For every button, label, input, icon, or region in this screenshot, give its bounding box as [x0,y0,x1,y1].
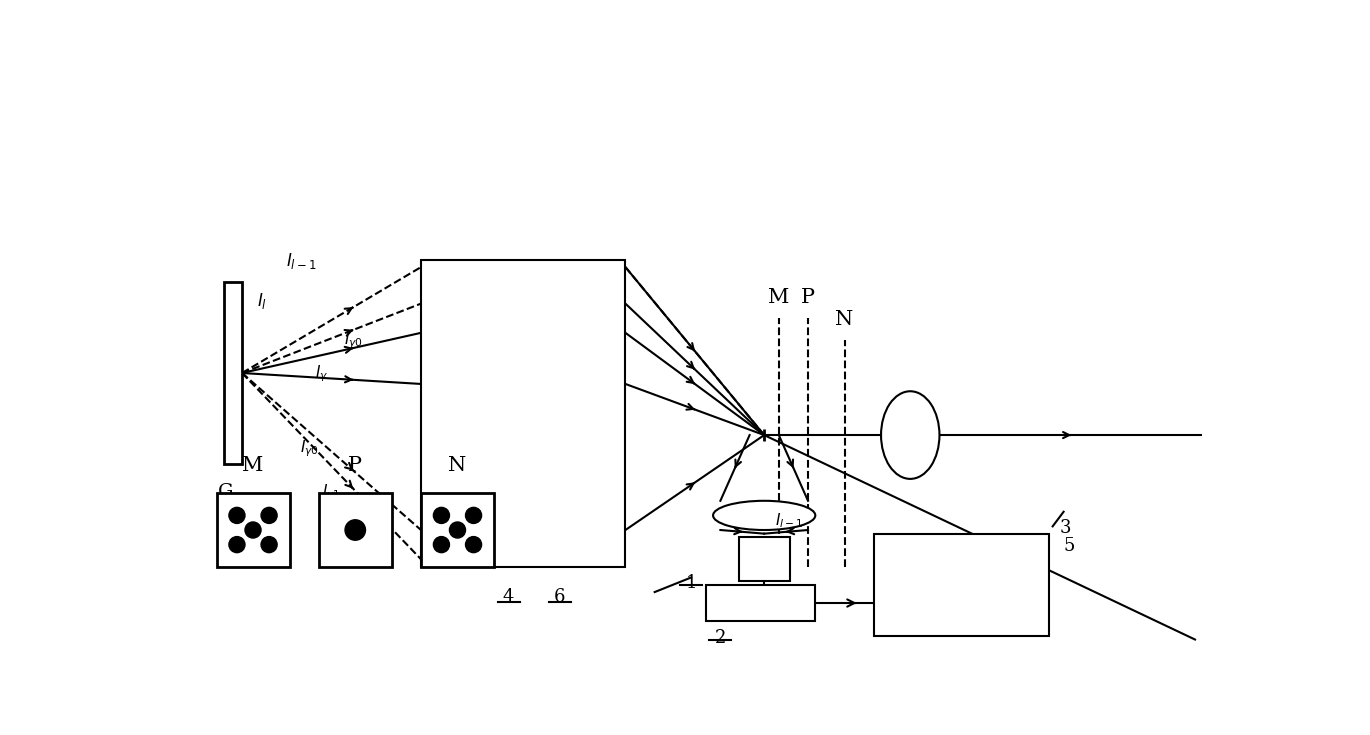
Bar [223,282,242,465]
Circle shape [229,507,245,523]
Text: $I_{\gamma 1}$: $I_{\gamma 1}$ [322,483,341,503]
Bar [738,537,789,581]
Circle shape [245,522,262,538]
Text: 6: 6 [553,589,566,606]
Bar [421,259,626,567]
Circle shape [466,537,482,553]
Circle shape [262,537,277,553]
Text: M: M [242,456,263,476]
Text: G: G [218,483,233,501]
Text: M: M [769,288,789,307]
Ellipse shape [881,391,940,479]
Text: N: N [448,456,467,476]
Circle shape [449,522,466,538]
Text: $I_{l-1}$: $I_{l-1}$ [286,251,316,270]
Text: P: P [348,456,362,476]
Text: 4: 4 [503,589,514,606]
Bar [319,493,392,567]
Circle shape [229,537,245,553]
Text: $I_{\gamma}$: $I_{\gamma}$ [315,363,329,384]
Bar [706,585,815,621]
Bar [216,493,289,567]
Text: P: P [801,288,815,307]
Text: $I_l$: $I_l$ [256,291,267,311]
Text: $I_{\gamma 0}$: $I_{\gamma 0}$ [344,331,363,351]
Circle shape [433,537,449,553]
Text: N: N [836,310,854,329]
Bar [874,534,1049,636]
Ellipse shape [712,501,815,530]
Bar [421,493,495,567]
Text: $I_{l-1}$: $I_{l-1}$ [775,512,803,530]
Text: 1: 1 [685,574,697,592]
Text: 2: 2 [715,628,726,647]
Circle shape [262,507,277,523]
Text: 5: 5 [1063,537,1075,556]
Circle shape [345,520,366,540]
Circle shape [466,507,482,523]
Circle shape [433,507,449,523]
Text: 3: 3 [1060,519,1071,537]
Text: $I_{\gamma 0}$: $I_{\gamma 0}$ [300,439,319,459]
